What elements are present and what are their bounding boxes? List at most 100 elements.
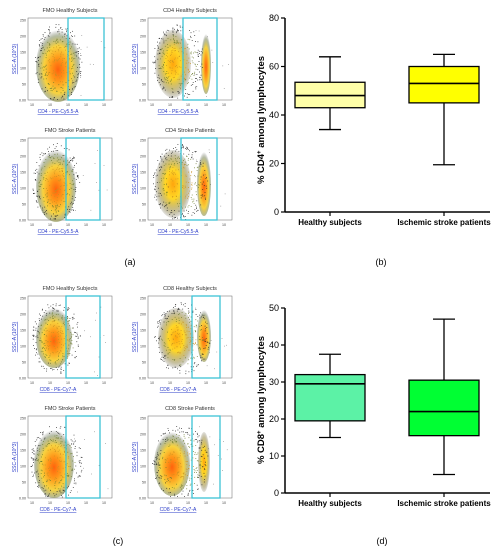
- y-tick-label: 20: [269, 414, 279, 424]
- x-tick-label: 10: [84, 223, 88, 227]
- y-tick-label: 150: [20, 51, 26, 55]
- plot-title: CD8 Stroke Patients: [165, 406, 215, 412]
- y-tick-label: 100: [140, 187, 146, 191]
- y-tick-label: 0.00: [19, 219, 26, 223]
- x-tick-label: 10: [66, 501, 70, 505]
- panel-label-d: (d): [377, 536, 388, 546]
- y-tick-label: 0.00: [19, 497, 26, 501]
- iqr-box: [294, 373, 366, 422]
- gate-rectangle: [180, 137, 218, 221]
- x-tick-label: 10: [102, 501, 106, 505]
- x-tick-label: 10: [204, 501, 208, 505]
- y-tick-label: 50: [269, 303, 279, 313]
- flow-plot-a2: CD4 Healthy Subjects 250 200 150 100 50 0.00 1…: [132, 8, 233, 115]
- scatter-dots: [35, 24, 106, 100]
- y-axis-label: SSC-A (10^3): [12, 321, 18, 352]
- boxes-b: [294, 53, 480, 166]
- y-tick-label: 0.00: [19, 377, 26, 381]
- y-tick-label: 50: [142, 83, 146, 87]
- gate-rectangle: [191, 415, 221, 499]
- x-tick-label: 10: [204, 381, 208, 385]
- x-tick-label: 10: [186, 501, 190, 505]
- x-tick-label: 10: [66, 223, 70, 227]
- x-tick-label: 10: [222, 381, 226, 385]
- x-axis-label: CD4 - PE-Cy5.5-A: [158, 109, 200, 115]
- y-tick-label: 150: [20, 329, 26, 333]
- y-tick-label: 0.00: [139, 219, 146, 223]
- x-tick-label: 10: [66, 381, 70, 385]
- y-tick-label: 100: [140, 67, 146, 71]
- category-label-stroke: Ischemic stroke patients: [397, 218, 491, 227]
- gate-rectangle: [65, 415, 101, 499]
- y-tick-label: 40: [269, 340, 279, 350]
- y-tick-label: 10: [269, 451, 279, 461]
- x-tick-label: 10: [102, 381, 106, 385]
- y-tick-label: 50: [142, 481, 146, 485]
- flow-plot-a4: CD4 Stroke Patients 250 200 150 100 50 0.00 10…: [132, 128, 233, 235]
- plot-title: FMO Healthy Subjects: [42, 286, 97, 292]
- gate-rectangle: [67, 17, 105, 101]
- y-axis-d: 0 10 20 30 40 50: [269, 303, 490, 498]
- box-stroke: [408, 318, 480, 476]
- y-tick-label: 150: [140, 51, 146, 55]
- x-tick-label: 10: [168, 501, 172, 505]
- panel-label-a: (a): [125, 257, 136, 267]
- scatter-dots: [32, 143, 108, 220]
- y-tick-label: 50: [22, 83, 26, 87]
- plot-title: FMO Stroke Patients: [44, 406, 95, 412]
- y-tick-label: 200: [140, 155, 146, 159]
- panel-label-b: (b): [376, 257, 387, 267]
- plot-title: FMO Healthy Subjects: [42, 8, 97, 14]
- y-tick-label: 0.00: [139, 99, 146, 103]
- x-tick-label: 10: [222, 501, 226, 505]
- scatter-dots: [152, 426, 228, 497]
- y-tick-label: 150: [20, 171, 26, 175]
- x-tick-label: 10: [186, 223, 190, 227]
- box-plot-d: % CD8+ among lymphocytes 0 10 20 30 40 50 Hea…: [256, 303, 491, 508]
- y-tick-label: 200: [20, 433, 26, 437]
- y-tick-label: 250: [20, 297, 26, 301]
- x-axis-label: CD8 - PE-Cy7-A: [160, 387, 197, 393]
- y-tick-label: 60: [269, 62, 279, 72]
- x-tick-label: 10: [222, 223, 226, 227]
- y-tick-label: 250: [140, 139, 146, 143]
- x-tick-label: 10: [48, 501, 52, 505]
- y-tick-label: 250: [140, 19, 146, 23]
- y-tick-label: 30: [269, 377, 279, 387]
- y-tick-label: 200: [20, 155, 26, 159]
- x-tick-label: 10: [150, 223, 154, 227]
- x-tick-label: 10: [48, 381, 52, 385]
- y-tick-label: 100: [140, 465, 146, 469]
- x-tick-label: 10: [204, 103, 208, 107]
- y-axis-label: SSC-A (10^3): [132, 321, 138, 352]
- x-axis-label: CD4 - PE-Cy5.5-A: [158, 229, 200, 235]
- x-axis-label: CD4 - PE-Cy5.5-A: [38, 229, 80, 235]
- category-label-healthy: Healthy subjects: [298, 499, 362, 508]
- x-tick-label: 10: [168, 103, 172, 107]
- y-tick-label: 20: [269, 159, 279, 169]
- y-tick-label: 150: [140, 449, 146, 453]
- plot-title: CD8 Healthy Subjects: [163, 286, 217, 292]
- y-axis-b: 0 20 40 60 80: [269, 13, 490, 217]
- plot-title: FMO Stroke Patients: [44, 128, 95, 134]
- y-axis-label: SSC-A (10^3): [132, 43, 138, 74]
- y-tick-label: 50: [142, 203, 146, 207]
- y-tick-label: 0.00: [139, 377, 146, 381]
- flow-plot-a3: FMO Stroke Patients 250 200 150 100 50 0.00 10…: [12, 128, 113, 235]
- y-tick-label: 0.00: [19, 99, 26, 103]
- category-label-healthy: Healthy subjects: [298, 218, 362, 227]
- x-tick-label: 10: [204, 223, 208, 227]
- x-tick-label: 10: [150, 103, 154, 107]
- x-tick-label: 10: [84, 381, 88, 385]
- gate-rectangle: [65, 295, 101, 379]
- gate-rectangle: [65, 137, 101, 221]
- y-tick-label: 0: [274, 207, 279, 217]
- y-tick-label: 50: [22, 203, 26, 207]
- y-tick-label: 50: [22, 481, 26, 485]
- x-tick-label: 10: [102, 103, 106, 107]
- x-tick-label: 10: [48, 103, 52, 107]
- x-tick-label: 10: [66, 103, 70, 107]
- x-tick-label: 10: [84, 103, 88, 107]
- panel-label-c: (c): [113, 536, 124, 546]
- x-tick-label: 10: [186, 103, 190, 107]
